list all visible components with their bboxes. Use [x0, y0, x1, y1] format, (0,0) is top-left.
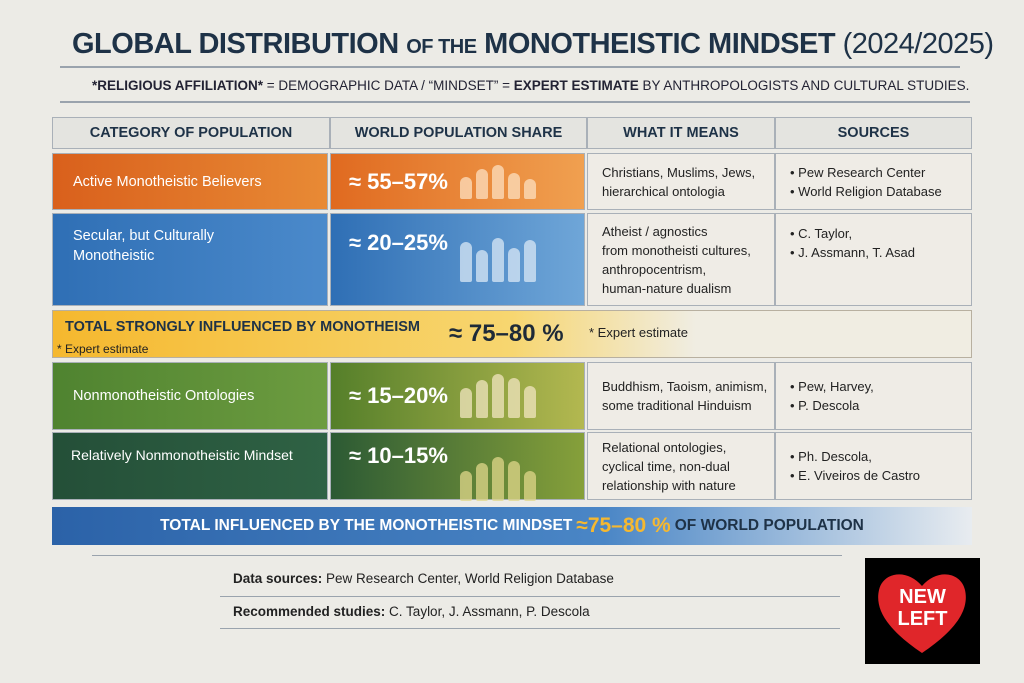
share-value: ≈ 15–20% [349, 383, 448, 408]
meaning-cell: Buddhism, Taoism, animism, some tradition… [587, 362, 775, 430]
category-cell: Nonmonotheistic Ontologies [52, 362, 328, 430]
total-row-label: TOTAL STRONGLY INFLUENCED BY MONOTHEISM [65, 319, 421, 335]
banner-text-2: OF WORLD POPULATION [674, 517, 864, 534]
share-value: ≈ 10–15% [349, 443, 448, 468]
divider [92, 555, 842, 556]
meaning-cell: Atheist / agnostics from monotheisti cult… [587, 213, 775, 306]
sources-cell: • Pew, Harvey, • P. Descola [775, 362, 972, 430]
share-cell: ≈ 15–20% [330, 362, 585, 430]
banner-text: TOTAL INFLUENCED BY THE MONOTHEISTIC MIN… [160, 517, 573, 534]
total-banner: TOTAL INFLUENCED BY THE MONOTHEISTIC MIN… [52, 507, 972, 545]
divider [60, 101, 970, 103]
people-icon [459, 164, 536, 199]
sources-cell: • C. Taylor, • J. Assmann, T. Asad [775, 213, 972, 306]
sources-cell: • Pew Research Center • World Religion Da… [775, 153, 972, 210]
share-cell: ≈ 20–25% [330, 213, 585, 306]
people-icon [459, 374, 536, 418]
people-icon [459, 238, 536, 282]
sources-cell: • Ph. Descola, • E. Viveiros de Castro [775, 432, 972, 500]
recommended-studies-line: Recommended studies: C. Taylor, J. Assma… [233, 604, 590, 619]
divider [220, 628, 840, 629]
total-row-note: * Expert estimate [57, 342, 149, 356]
header-meaning: WHAT IT MEANS [587, 117, 775, 149]
meaning-cell: Christians, Muslims, Jews, hierarchical o… [587, 153, 775, 210]
share-cell: ≈ 10–15% [330, 432, 585, 501]
total-row-value: ≈ 75–80 % [449, 320, 564, 347]
share-cell: ≈ 55–57% [330, 153, 585, 210]
new-left-logo: NEW LEFT [865, 558, 980, 664]
divider [60, 66, 960, 68]
category-cell: Active Monotheistic Believers [52, 153, 328, 210]
subtitle: *RELIGIOUS AFFILIATION* = DEMOGRAPHIC DA… [92, 78, 970, 93]
share-value: ≈ 20–25% [349, 230, 448, 255]
header-share: WORLD POPULATION SHARE [330, 117, 587, 149]
header-sources: SOURCES [775, 117, 972, 149]
category-cell: Secular, but Culturally Monotheistic [52, 213, 328, 306]
heart-icon [878, 574, 966, 653]
page-title: GLOBAL DISTRIBUTION OF THE MONOTHEISTIC … [72, 28, 994, 60]
meaning-cell: Relational ontologies, cyclical time, non… [587, 432, 775, 500]
total-strongly-influenced-row: TOTAL STRONGLY INFLUENCED BY MONOTHEISM … [52, 310, 972, 358]
header-category: CATEGORY OF POPULATION [52, 117, 330, 149]
total-row-note-2: * Expert estimate [589, 325, 688, 340]
category-cell: Relatively Nonmonotheistic Mindset [52, 432, 328, 500]
share-value: ≈ 55–57% [349, 168, 448, 194]
data-sources-line: Data sources: Pew Research Center, World… [233, 571, 614, 586]
banner-value: ≈75–80 % [576, 514, 671, 537]
people-icon [459, 457, 536, 501]
divider [220, 596, 840, 597]
